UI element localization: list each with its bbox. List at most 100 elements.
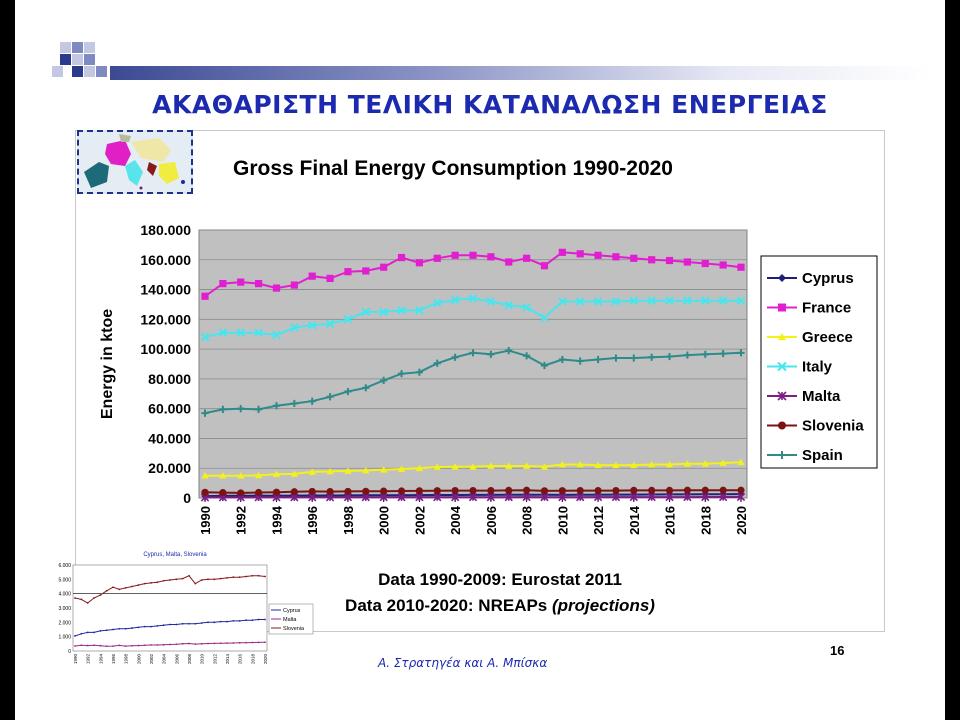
inset-data-point <box>143 625 146 628</box>
inset-data-point <box>105 645 108 648</box>
inset-data-point <box>99 630 102 632</box>
inset-data-point <box>86 602 89 604</box>
inset-data-point <box>219 620 222 623</box>
data-point <box>487 253 495 261</box>
data-point <box>290 399 298 408</box>
data-point <box>487 462 495 469</box>
data-point <box>254 328 263 338</box>
inset-data-point <box>213 578 216 581</box>
data-point <box>362 384 370 392</box>
inset-data-point <box>226 642 228 645</box>
inset-data-point <box>80 632 83 635</box>
inset-data-point <box>245 575 247 578</box>
inset-y-tick-label: 1.000 <box>58 635 71 641</box>
inset-data-point <box>264 641 266 644</box>
y-tick-label: 40.000 <box>148 430 191 446</box>
data-point <box>307 320 317 330</box>
inset-data-point <box>93 597 95 599</box>
inset-data-point <box>232 642 235 644</box>
inset-data-point <box>257 618 260 621</box>
inset-data-point <box>99 594 102 596</box>
data-point <box>593 297 603 306</box>
inset-series-cyprus <box>74 618 266 637</box>
data-point <box>576 486 584 495</box>
data-point <box>415 464 423 472</box>
data-point <box>612 354 620 362</box>
inset-x-tick-label: 2020 <box>263 654 268 665</box>
data-point <box>290 323 299 332</box>
data-point <box>558 487 566 495</box>
inset-legend-label: Malta <box>283 617 297 623</box>
inset-data-point <box>131 644 133 647</box>
data-point <box>201 488 209 496</box>
data-point <box>683 258 691 266</box>
data-point <box>380 376 388 384</box>
inset-data-point <box>112 586 114 589</box>
inset-data-point <box>143 644 146 647</box>
data-point <box>272 488 281 496</box>
data-point <box>255 280 263 288</box>
legend-label: Slovenia <box>802 418 864 435</box>
data-point <box>576 492 585 502</box>
slide-title: ΑΚΑΘΑΡΙΣΤΗ ΤΕΛΙΚΗ ΚΑΤΑΝΑΛΩΣΗ ΕΝΕΡΓΕΙΑΣ <box>152 90 828 119</box>
legend-marker <box>778 421 786 430</box>
data-point <box>558 493 567 502</box>
inset-data-point <box>162 624 165 627</box>
data-point <box>505 347 513 355</box>
inset-data-point <box>213 642 216 645</box>
data-point <box>718 296 728 306</box>
data-point <box>237 278 245 286</box>
inset-data-point <box>93 631 95 634</box>
inset-data-point <box>188 642 190 645</box>
data-point <box>558 297 567 306</box>
data-point <box>200 332 210 342</box>
inset-data-point <box>86 644 89 647</box>
legend-marker <box>778 303 786 312</box>
inset-x-tick-label: 2006 <box>174 654 179 665</box>
inset-x-tick-label: 2012 <box>212 654 217 665</box>
data-point <box>523 352 531 360</box>
inset-data-point <box>124 645 127 648</box>
inset-data-point <box>74 635 76 637</box>
data-point <box>362 267 370 275</box>
legend-label: Malta <box>802 388 841 405</box>
inset-data-point <box>105 629 108 632</box>
europe-map-thumbnail <box>77 130 193 194</box>
inset-x-tick-label: 1996 <box>111 654 116 665</box>
data-point <box>523 254 531 262</box>
series-france <box>201 248 745 300</box>
data-point <box>451 463 459 470</box>
data-point <box>219 280 227 288</box>
data-point <box>701 492 710 502</box>
data-point <box>325 319 335 329</box>
data-point <box>379 307 388 317</box>
inset-data-point <box>264 575 266 578</box>
data-point <box>611 297 621 306</box>
inset-x-tick-label: 1990 <box>73 654 78 665</box>
inset-series-slovenia <box>74 574 266 604</box>
data-point <box>630 254 638 262</box>
data-point <box>397 493 406 502</box>
x-tick-label: 1998 <box>341 506 356 535</box>
inset-chart: Cyprus, Malta, Slovenia 0 1.000 2.000 3.000 4… <box>58 552 314 665</box>
data-point <box>736 492 746 502</box>
x-tick-label: 1994 <box>269 505 284 535</box>
data-point <box>700 296 710 306</box>
inset-data-point <box>169 623 171 626</box>
inset-data-point <box>238 576 241 579</box>
data-point <box>719 349 727 358</box>
data-point <box>487 486 495 495</box>
data-point <box>290 281 298 289</box>
data-point <box>344 268 352 276</box>
data-point <box>540 492 549 502</box>
data-point <box>612 486 620 495</box>
data-point <box>308 397 316 405</box>
inset-data-point <box>143 582 146 585</box>
inset-data-point <box>232 620 235 622</box>
data-point <box>218 328 228 338</box>
data-point <box>219 489 227 497</box>
data-point <box>290 488 298 496</box>
inset-data-point <box>238 641 241 644</box>
data-point <box>397 465 406 472</box>
data-point <box>629 492 638 502</box>
